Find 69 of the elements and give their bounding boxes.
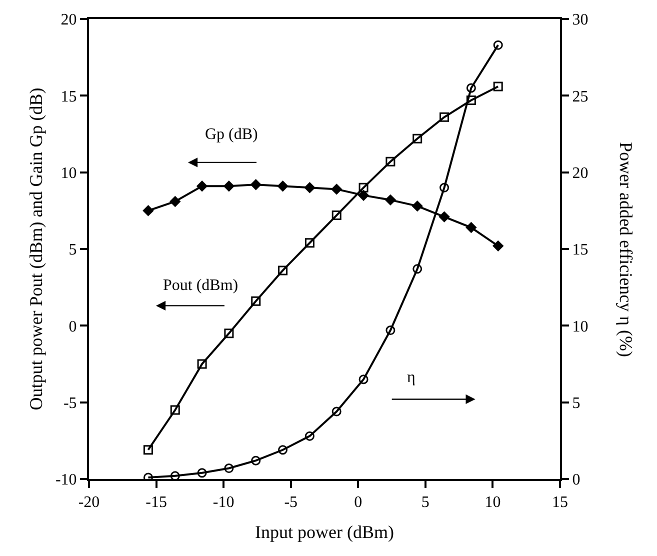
point bbox=[278, 445, 288, 455]
point bbox=[170, 405, 180, 415]
point bbox=[440, 112, 450, 122]
y-tick-label: 0 bbox=[68, 318, 77, 336]
point bbox=[197, 468, 207, 478]
point bbox=[142, 205, 154, 216]
y2-axis-title: Power added efficiency η (%) bbox=[616, 142, 636, 357]
y-tick-label: 15 bbox=[60, 88, 77, 106]
point bbox=[170, 196, 180, 207]
y-tick-label: 20 bbox=[60, 12, 77, 29]
x-tick-label: -10 bbox=[212, 494, 234, 512]
point bbox=[438, 212, 450, 222]
point bbox=[224, 328, 234, 338]
point bbox=[251, 296, 261, 306]
point bbox=[466, 96, 476, 106]
point bbox=[278, 266, 288, 276]
series-label: Pout (dBm) bbox=[163, 277, 238, 294]
point bbox=[304, 238, 314, 248]
point bbox=[304, 182, 315, 193]
point bbox=[412, 264, 422, 274]
point bbox=[466, 83, 476, 93]
point bbox=[466, 222, 476, 233]
y2-tick-label: 20 bbox=[572, 164, 588, 182]
text: Gp (dB) bbox=[205, 126, 258, 143]
point bbox=[492, 240, 504, 252]
y-tick-label: -5 bbox=[63, 394, 77, 412]
point bbox=[143, 445, 153, 455]
point bbox=[170, 471, 180, 479]
point bbox=[224, 180, 234, 192]
point bbox=[412, 134, 422, 144]
point bbox=[196, 180, 208, 192]
point bbox=[332, 406, 342, 416]
point bbox=[412, 200, 423, 212]
y2-tick-label: 5 bbox=[572, 394, 580, 412]
point bbox=[493, 82, 503, 92]
x-tick-label: 15 bbox=[552, 494, 568, 512]
point bbox=[385, 194, 396, 206]
y-tick-label: 5 bbox=[68, 242, 77, 259]
point bbox=[251, 456, 261, 466]
y2-tick-label: 0 bbox=[572, 472, 580, 489]
x-tick-label: 0 bbox=[354, 494, 362, 512]
x-axis-title: Input power (dBm) bbox=[255, 522, 394, 542]
y2-tick-label: 15 bbox=[572, 242, 588, 259]
x-tick-label: 10 bbox=[484, 494, 501, 512]
point bbox=[358, 182, 368, 192]
point bbox=[197, 359, 207, 369]
point bbox=[224, 464, 234, 474]
x-tick-label: -5 bbox=[284, 494, 298, 512]
point bbox=[440, 182, 450, 192]
point bbox=[304, 431, 314, 441]
x-tick-label: -15 bbox=[146, 494, 167, 512]
point bbox=[277, 180, 288, 192]
point bbox=[493, 40, 503, 50]
y-axis-title: Output power Pout (dBm) and Gain Gp (dB) bbox=[26, 88, 46, 410]
x-tick-label: 5 bbox=[421, 494, 430, 512]
point bbox=[386, 156, 396, 166]
point bbox=[250, 179, 262, 190]
point bbox=[386, 326, 396, 336]
point bbox=[332, 210, 342, 220]
y2-tick-label: 10 bbox=[572, 318, 588, 336]
point bbox=[358, 374, 368, 384]
y2-tick-label: 25 bbox=[572, 88, 588, 106]
text: η bbox=[407, 369, 416, 386]
point bbox=[358, 190, 369, 201]
point bbox=[331, 184, 342, 194]
y2-tick-label: 30 bbox=[572, 12, 588, 29]
y-tick-label: -10 bbox=[55, 472, 77, 489]
x-tick-label: -20 bbox=[78, 494, 100, 512]
y-tick-label: 10 bbox=[60, 164, 77, 182]
